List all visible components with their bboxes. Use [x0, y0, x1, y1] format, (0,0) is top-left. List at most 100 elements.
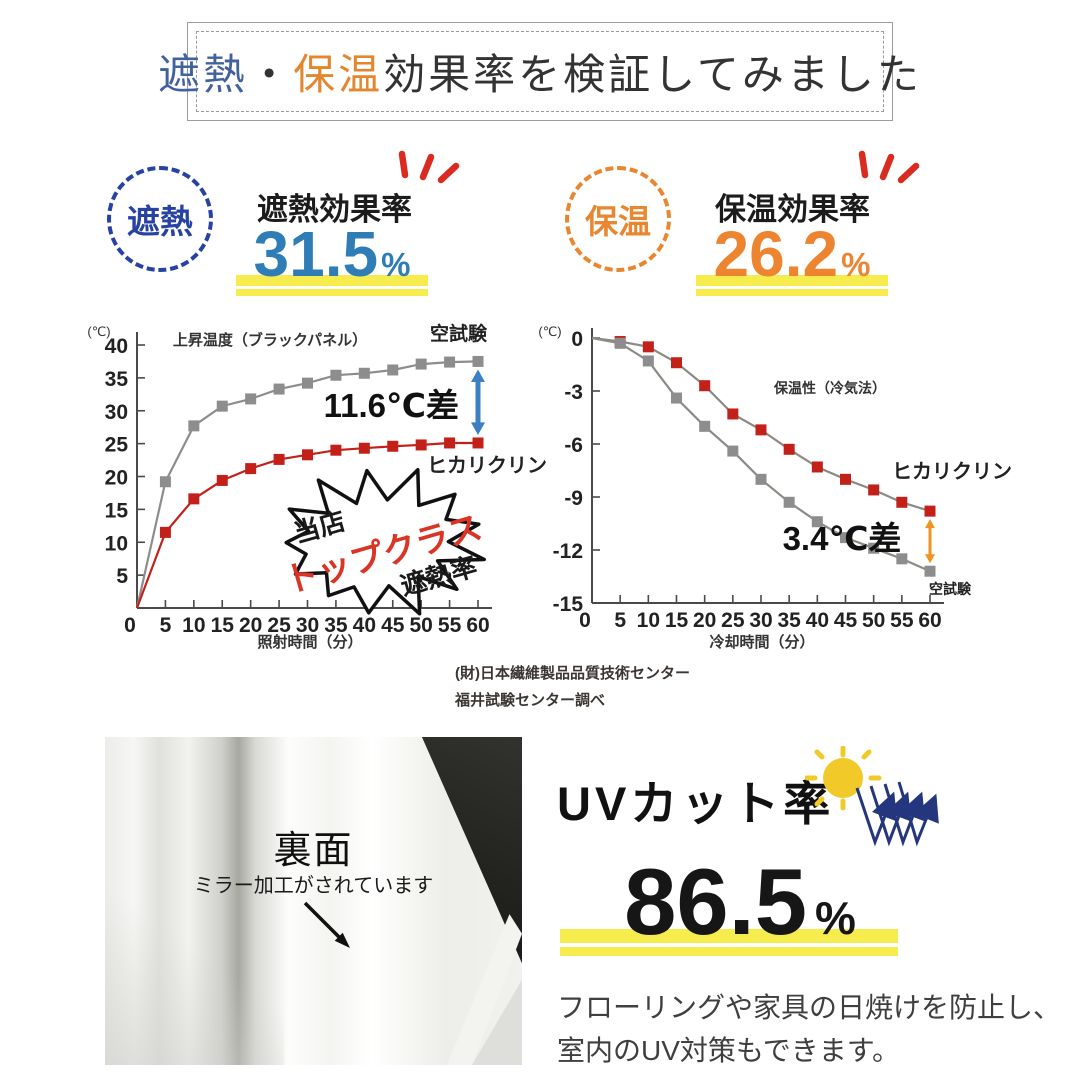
header-box: 遮熱・保温 効果率を検証してみました: [158, 22, 919, 121]
sun-uv-icon: [805, 746, 939, 847]
svg-text:空試験: 空試験: [929, 581, 972, 597]
test-source-line1: (財)日本繊維製品品質技術センター: [455, 665, 690, 682]
svg-text:35: 35: [105, 368, 129, 391]
heat-shield-title: 遮熱効果率: [257, 192, 412, 227]
uv-description-line2: 室内のUV対策もできます。: [557, 1035, 900, 1066]
svg-text:5: 5: [116, 565, 128, 588]
svg-text:55: 55: [438, 614, 462, 637]
svg-text:35: 35: [777, 609, 801, 632]
svg-text:ヒカリクリン: ヒカリクリン: [427, 454, 547, 477]
svg-text:保温性（冷気法）: 保温性（冷気法）: [773, 380, 886, 396]
heat-shield-number: 31.5: [253, 218, 379, 290]
svg-text:55: 55: [890, 609, 914, 632]
svg-text:空試験: 空試験: [430, 322, 488, 345]
heat-shield-badge-label: 遮熱: [127, 203, 193, 240]
mirror-finish-caption: ミラー加工がされています: [193, 875, 434, 897]
title-rest: 効果率を検証してみました: [383, 51, 922, 98]
svg-text:-3: -3: [564, 381, 583, 404]
curtain-back-photo: 裏面 ミラー加工がされています: [105, 737, 522, 1065]
uv-description-line1: フローリングや家具の日焼けを防止し、: [557, 992, 1062, 1023]
highlight-bar: [236, 275, 428, 286]
svg-text:20: 20: [693, 609, 716, 632]
uv-description: フローリングや家具の日焼けを防止し、 室内のUV対策もできます。: [557, 986, 1061, 1072]
svg-text:10: 10: [637, 609, 660, 632]
svg-text:60: 60: [466, 614, 489, 637]
svg-text:30: 30: [749, 609, 772, 632]
svg-text:11.6℃差: 11.6℃差: [324, 387, 459, 424]
svg-text:25: 25: [267, 614, 291, 637]
test-source-caption: (財)日本繊維製品品質技術センター 福井試験センター調べ: [455, 660, 690, 714]
heat-shield-badge: 遮熱: [107, 166, 213, 272]
heat-retention-value: 26.2%: [696, 222, 888, 296]
svg-text:25: 25: [105, 434, 129, 457]
svg-text:50: 50: [862, 609, 885, 632]
emphasis-marks-icon: [398, 150, 460, 184]
svg-text:50: 50: [409, 614, 432, 637]
uv-cut-title: UVカット率: [557, 777, 835, 830]
svg-text:上昇温度（ブラックパネル）: 上昇温度（ブラックパネル）: [173, 331, 367, 349]
svg-text:40: 40: [353, 614, 376, 637]
heat-shield-value: 31.5%: [236, 222, 428, 296]
heat-retention-chart: 0 5 10 15 20 25 30 35 40 45 50 55 60 -15 -12 -9 -6 -3 0 保温性…: [530, 320, 1012, 665]
highlight-bar: [236, 289, 428, 296]
svg-text:25: 25: [721, 609, 745, 632]
sun-icon: [805, 746, 882, 811]
pointer-arrow-icon: [303, 901, 350, 948]
heat-shield-percent-sign: %: [381, 246, 411, 283]
svg-text:20: 20: [105, 467, 128, 490]
svg-text:10: 10: [105, 532, 128, 555]
svg-text:60: 60: [918, 609, 941, 632]
title-shield-word: 遮熱: [158, 51, 249, 98]
svg-text:-15: -15: [553, 593, 584, 616]
heat-retention-title: 保温効果率: [715, 192, 870, 227]
highlight-bar: [696, 289, 888, 296]
svg-text:20: 20: [239, 614, 262, 637]
svg-text:0: 0: [579, 609, 591, 632]
svg-text:15: 15: [105, 499, 129, 522]
svg-text:40: 40: [806, 609, 829, 632]
svg-text:冷却時間（分）: 冷却時間（分）: [709, 633, 814, 651]
svg-text:0: 0: [124, 614, 136, 637]
svg-text:0: 0: [571, 328, 583, 351]
svg-text:5: 5: [160, 614, 172, 637]
svg-text:(℃): (℃): [538, 324, 561, 339]
svg-text:35: 35: [324, 614, 348, 637]
test-source-line2: 福井試験センター調べ: [455, 692, 606, 709]
heat-retention-number: 26.2: [713, 218, 839, 290]
uv-cut-value: 86.5%: [560, 855, 920, 956]
heat-retention-percent-sign: %: [841, 246, 871, 283]
heat-retention-badge-label: 保温: [585, 203, 651, 240]
svg-text:40: 40: [105, 335, 128, 358]
heat-retention-badge: 保温: [565, 166, 671, 272]
svg-text:(℃): (℃): [87, 324, 110, 339]
page-title: 遮熱・保温 効果率を検証してみました: [158, 31, 919, 112]
uv-cut-number: 86.5: [624, 849, 808, 954]
highlight-bar: [560, 947, 898, 956]
svg-text:3.4℃差: 3.4℃差: [783, 520, 902, 557]
highlight-bar: [696, 275, 888, 286]
svg-text:15: 15: [211, 614, 235, 637]
svg-text:-6: -6: [564, 434, 583, 457]
emphasis-marks-icon: [858, 150, 920, 184]
svg-text:30: 30: [105, 401, 128, 424]
title-warm-word: 保温: [293, 51, 384, 98]
heat-shield-chart: 0 5 10 15 20 25 30 35 40 45 50 55 60 5 10 15 20 25 30 35 40 上…: [75, 320, 547, 665]
svg-text:-12: -12: [553, 540, 583, 563]
svg-text:5: 5: [614, 609, 626, 632]
back-side-label: 裏面: [273, 830, 354, 872]
uv-reflect-arrows: [855, 781, 939, 847]
svg-text:-9: -9: [564, 487, 583, 510]
svg-text:30: 30: [296, 614, 319, 637]
svg-text:照射時間（分）: 照射時間（分）: [257, 633, 362, 651]
svg-text:ヒカリクリン: ヒカリクリン: [892, 460, 1012, 483]
photo-shadow: [105, 845, 285, 1065]
svg-text:10: 10: [182, 614, 205, 637]
svg-text:45: 45: [834, 609, 858, 632]
title-separator: ・: [248, 51, 294, 98]
svg-text:45: 45: [381, 614, 405, 637]
svg-text:15: 15: [665, 609, 689, 632]
uv-percent-sign: %: [815, 892, 856, 944]
highlight-bar: [560, 929, 898, 943]
top-class-starburst: 当店 トップクラス 遮熱率: [266, 460, 498, 628]
